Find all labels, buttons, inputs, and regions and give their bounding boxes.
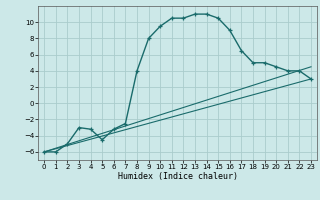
X-axis label: Humidex (Indice chaleur): Humidex (Indice chaleur) xyxy=(118,172,238,181)
